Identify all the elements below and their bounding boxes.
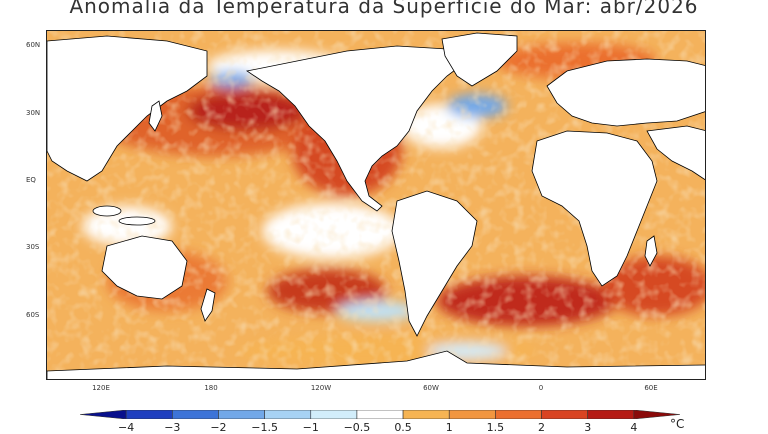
- colorbar-end-left: [80, 410, 127, 419]
- australia: [101, 235, 188, 300]
- colorbar-tick-label: −2: [210, 421, 227, 434]
- lat-label: 30S: [26, 243, 40, 251]
- lon-label: 180: [204, 384, 218, 392]
- colorbar-swatches: [80, 410, 680, 419]
- colorbar-tick-label: 1.5: [486, 421, 505, 434]
- japan: [148, 100, 163, 132]
- colorbar-swatch: [495, 410, 542, 419]
- arabia-india: [646, 125, 705, 181]
- continents: [47, 32, 705, 379]
- colorbar-tick-label: −1: [302, 421, 319, 434]
- colorbar: [80, 410, 692, 420]
- colorbar-swatch: [402, 410, 450, 419]
- colorbar-tick-label: 0.5: [394, 421, 412, 434]
- madagascar: [644, 235, 658, 267]
- asia: [47, 35, 208, 182]
- lon-label: 120W: [310, 384, 332, 392]
- map-title: Anomalia da Temperatura da Superfície do…: [69, 0, 699, 18]
- colorbar-swatch: [264, 410, 312, 419]
- colorbar-swatch: [541, 410, 588, 419]
- lon-label: 60E: [644, 384, 658, 392]
- lon-label: 60W: [423, 384, 439, 392]
- borneo: [92, 205, 122, 217]
- colorbar-swatch: [172, 410, 219, 419]
- colorbar-tick-label: 2: [538, 421, 546, 434]
- colorbar-end-right: [633, 410, 680, 419]
- lat-label: EQ: [26, 176, 36, 184]
- colorbar-swatch: [587, 410, 635, 419]
- sst-anomaly-map: [46, 30, 706, 380]
- map-canvas: [47, 31, 705, 379]
- colorbar-tick-label: 4: [630, 421, 638, 434]
- lon-label: 0: [538, 384, 544, 392]
- lat-label: 60S: [26, 311, 40, 319]
- colorbar-swatch: [310, 410, 358, 419]
- colorbar-swatch: [448, 410, 496, 419]
- lat-label: 60N: [26, 41, 41, 49]
- africa: [531, 130, 658, 287]
- new-guinea: [118, 216, 156, 226]
- lon-label: 120E: [92, 384, 110, 392]
- colorbar-unit: °C: [670, 417, 685, 431]
- colorbar-swatch: [125, 410, 173, 419]
- colorbar-tick-label: 3: [584, 421, 592, 434]
- colorbar-tick-label: −4: [118, 421, 135, 434]
- colorbar-swatch: [218, 410, 265, 419]
- new-zealand: [200, 288, 216, 322]
- antarctica: [47, 350, 705, 379]
- europe: [546, 58, 705, 127]
- colorbar-tick-label: −1.5: [251, 421, 278, 434]
- colorbar-swatch: [356, 410, 404, 419]
- colorbar-tick-label: −0.5: [343, 421, 371, 434]
- colorbar-tick-label: −3: [164, 421, 181, 434]
- south-america: [391, 190, 478, 337]
- greenland: [441, 32, 518, 87]
- colorbar-tick-label: 1: [445, 421, 453, 434]
- lat-label: 30N: [26, 109, 41, 117]
